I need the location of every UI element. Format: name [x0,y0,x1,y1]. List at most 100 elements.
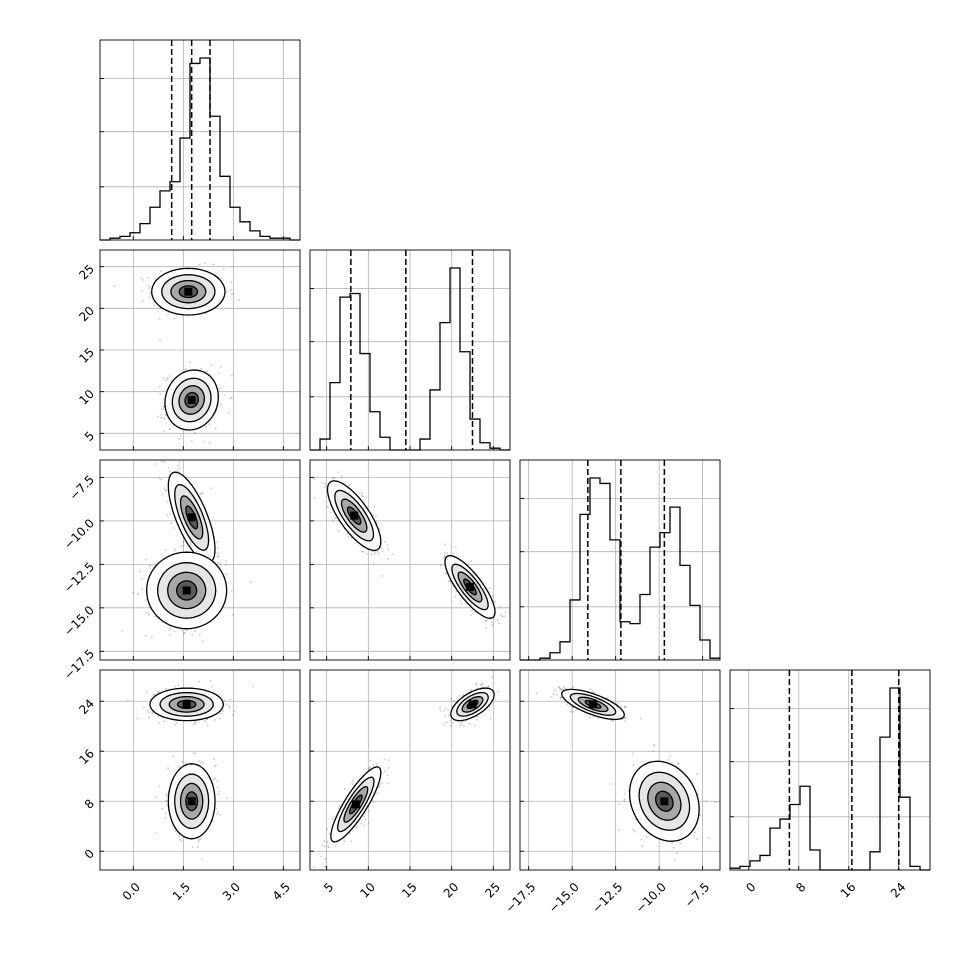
scatter-point [351,779,354,782]
scatter-point [181,760,184,763]
scatter-point [160,416,163,419]
scatter-point [197,840,200,843]
density-peak [589,700,598,709]
scatter-point [624,717,626,719]
scatter-point [219,366,222,369]
x-tick-labels: −17.5 −15.0 −12.5 −10.0 −7.5 [503,880,713,916]
scatter-point [378,528,381,531]
density-peak [468,700,477,709]
scatter-point [205,718,208,721]
scatter-point [560,688,563,691]
scatter-point [376,521,378,524]
scatter-point [372,764,375,766]
scatter-point [561,689,564,691]
scatter-point [367,821,370,824]
scatter-point [140,588,143,591]
scatter-point [645,836,648,838]
scatter-point [333,477,335,480]
scatter-point [588,716,591,719]
scatter-point [459,723,462,726]
scatter-point [197,760,200,763]
scatter-point [676,852,678,854]
scatter-point [597,717,600,720]
scatter-point [145,635,147,637]
scatter-point [191,633,194,636]
scatter-point [375,763,378,766]
scatter-point [331,818,334,820]
scatter-point [326,828,329,831]
scatter-point [491,676,494,678]
scatter-point [491,595,494,598]
y-tick-label: 15 [76,345,97,366]
scatter-point [165,379,168,382]
scatter-point [226,796,228,799]
scatter-point [559,690,561,692]
scatter-point [166,377,169,380]
scatter-point [369,760,372,762]
scatter-point [652,750,655,753]
scatter-point [176,464,179,467]
scatter-point [201,640,204,643]
scatter-point [175,722,178,725]
scatter-point [203,262,206,265]
scatter-point [367,810,370,813]
scatter-point [218,388,221,390]
scatter-point [552,692,555,695]
scatter-point [147,287,150,290]
scatter-point [347,536,350,538]
scatter-point [217,793,220,796]
scatter-point [324,486,327,488]
scatter-point [141,577,143,580]
scatter-point [445,571,447,574]
scatter-point [493,601,496,603]
scatter-point [369,766,371,768]
scatter-point [216,780,219,783]
scatter-point [178,461,181,464]
scatter-point [201,491,204,494]
scatter-point [346,532,349,535]
scatter-point [491,624,494,626]
x-tick-label: 8 [793,880,808,895]
scatter-point [498,622,500,625]
scatter-point [460,722,463,725]
scatter-point [488,685,490,688]
scatter-point [364,818,367,821]
scatter-point [159,393,161,396]
scatter-point [167,313,169,316]
scatter-point [136,717,139,720]
scatter-point [331,519,334,522]
panel-frame [309,669,511,871]
scatter-point [618,828,620,831]
scatter-point [225,290,228,293]
density-content [121,460,252,643]
scatter-point [450,724,452,727]
scatter-point [202,440,205,443]
scatter-point [178,438,181,440]
scatter-point [677,762,680,765]
scatter-point [213,758,215,760]
panel-frame [309,459,511,661]
scatter-point [208,441,211,444]
scatter-point [157,691,160,693]
scatter-point [386,544,389,547]
scatter-point [169,512,172,515]
scatter-point [159,413,162,416]
scatter-point [200,761,203,764]
scatter-point [641,845,644,847]
density-panel-2-0 [99,459,301,661]
scatter-point [378,786,381,789]
panel-frame [99,249,301,451]
scatter-point [559,687,562,690]
scatter-point [457,720,460,723]
scatter-point [172,755,175,758]
y-tick-label: −12.5 [61,560,97,596]
scatter-point [154,796,157,799]
scatter-point [375,515,377,518]
scatter-point [199,493,202,495]
scatter-point [326,841,329,844]
scatter-point [699,814,701,817]
scatter-point [444,555,447,557]
scatter-point [141,290,144,293]
scatter-point [370,553,373,556]
x-tick-label: 4.5 [270,880,293,903]
